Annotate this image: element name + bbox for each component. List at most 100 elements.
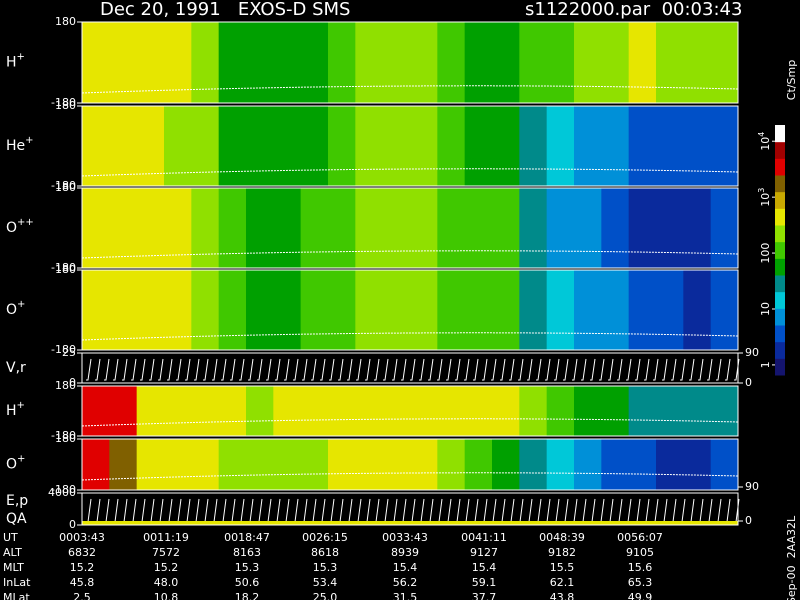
heatmap-column (492, 439, 520, 490)
heatmap-column (601, 106, 630, 186)
heatmap-column (601, 386, 630, 436)
heatmap-column (109, 188, 138, 268)
colorbar-tick-exponent: 3 (757, 188, 766, 193)
y2-tick-label: 0 (745, 376, 752, 389)
heatmap-column (218, 439, 247, 490)
heatmap-column (273, 439, 302, 490)
heatmap-column (218, 386, 247, 436)
heatmap-column (710, 439, 739, 490)
heatmap-column (574, 106, 602, 186)
heatmap-column (300, 188, 329, 268)
heatmap-column (546, 188, 575, 268)
heatmap-column (628, 270, 657, 350)
heatmap-column (109, 439, 138, 490)
trace-line (81, 472, 739, 481)
heatmap-column (410, 22, 438, 103)
colorbar-segment (775, 191, 785, 209)
colorbar-segment (775, 258, 785, 276)
heatmap-column (273, 386, 302, 436)
heatmap-column (218, 106, 247, 186)
row-value: 15.4 (393, 561, 418, 574)
row-value: 0033:43 (382, 531, 428, 544)
colorbar-tick-label: 1 (759, 361, 772, 368)
heatmap-column (136, 439, 165, 490)
panel-frame (81, 187, 739, 269)
row-value: 25.0 (313, 591, 338, 600)
row-value: 7572 (152, 546, 180, 559)
panel-label: V,r (6, 360, 26, 376)
heatmap-column (710, 22, 739, 103)
row-value: 62.1 (550, 576, 575, 589)
row-value: 10.8 (154, 591, 179, 600)
colorbar-tick-exponent: 4 (757, 132, 766, 137)
colorbar-tick-label: 100 (759, 243, 772, 264)
heatmap-column (300, 106, 329, 186)
y-tick-label: -180 (51, 96, 76, 109)
colorbar-segment (775, 291, 785, 309)
heatmap-column (519, 439, 548, 490)
row-value: 15.2 (70, 561, 95, 574)
panel-label: O++ (6, 217, 34, 236)
heatmap-column (382, 270, 411, 350)
row-value: 65.3 (628, 576, 653, 589)
heatmap-column (437, 270, 466, 350)
heatmap-column (300, 386, 329, 436)
heatmap-column (382, 106, 411, 186)
y-tick-label: 4000 (48, 486, 76, 499)
y-tick-label: 0 (69, 518, 76, 531)
heatmap-column (273, 188, 302, 268)
heatmap-column (710, 386, 739, 436)
heatmap-column (136, 188, 165, 268)
heatmap-column (355, 270, 384, 350)
row-value: 9182 (548, 546, 576, 559)
heatmap-column (300, 22, 329, 103)
heatmap-column (656, 106, 684, 186)
heatmap-column (492, 188, 520, 268)
heatmap-column (191, 386, 220, 436)
row-value: 0041:11 (461, 531, 507, 544)
heatmap-column (382, 386, 411, 436)
panel-frame (81, 438, 739, 491)
row-value: 8939 (391, 546, 419, 559)
heatmap-column (546, 439, 575, 490)
heatmap-column (628, 22, 657, 103)
heatmap-column (82, 106, 110, 186)
heatmap-column (82, 22, 110, 103)
heatmap-column (355, 22, 384, 103)
colorbar-tick-label: 103 (757, 188, 773, 207)
row-label: ALT (3, 546, 22, 559)
panel-frame (81, 492, 739, 526)
heatmap-column (710, 270, 739, 350)
colorbar-label: Ct/Smp (785, 60, 798, 100)
heatmap-column (492, 270, 520, 350)
row-value: 31.5 (393, 591, 418, 600)
heatmap-column (656, 270, 684, 350)
heatmap-column (355, 188, 384, 268)
heatmap-column (656, 439, 684, 490)
panel-label: He+ (6, 135, 34, 154)
panel-frame (81, 385, 739, 437)
row-value: 0056:07 (617, 531, 663, 544)
heatmap-column (246, 270, 274, 350)
heatmap-column (601, 22, 630, 103)
colorbar-segment (775, 241, 785, 259)
panel-label: O+ (6, 454, 25, 473)
heatmap-column (656, 386, 684, 436)
heatmap-column (300, 270, 329, 350)
heatmap-column (464, 439, 493, 490)
panel-label-sup: + (17, 299, 25, 310)
heatmap-column (410, 270, 438, 350)
row-value: 0003:43 (59, 531, 105, 544)
heatmap-column (437, 188, 466, 268)
heatmap-column (574, 270, 602, 350)
heatmap-column (410, 106, 438, 186)
row-value: 0026:15 (302, 531, 348, 544)
heatmap-column (601, 439, 630, 490)
heatmap-column (519, 22, 548, 103)
heatmap-column (191, 188, 220, 268)
y-tick-label: 180 (55, 15, 76, 28)
heatmap-column (164, 439, 192, 490)
heatmap-column (492, 22, 520, 103)
colorbar-segment (775, 125, 785, 143)
